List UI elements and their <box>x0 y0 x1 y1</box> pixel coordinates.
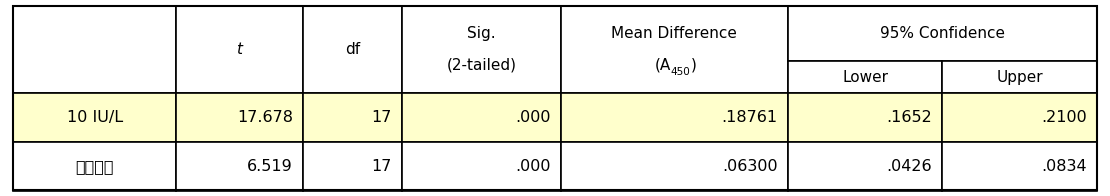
Text: .2100: .2100 <box>1041 110 1087 125</box>
Bar <box>13 6 176 93</box>
Bar <box>303 6 402 93</box>
Text: ): ) <box>692 58 697 73</box>
Bar <box>942 142 1097 191</box>
Bar <box>176 142 303 191</box>
Bar <box>176 6 303 93</box>
Bar <box>303 93 402 142</box>
Text: 17.678: 17.678 <box>236 110 293 125</box>
Text: Lower: Lower <box>842 70 888 85</box>
Text: Mean Difference: Mean Difference <box>612 26 737 41</box>
Text: .06300: .06300 <box>723 159 778 174</box>
Bar <box>942 61 1097 93</box>
Bar <box>788 61 942 93</box>
Text: t: t <box>236 42 242 57</box>
Text: .0426: .0426 <box>887 159 932 174</box>
Bar <box>561 6 788 93</box>
Bar <box>402 6 561 93</box>
Text: 6.519: 6.519 <box>248 159 293 174</box>
Text: 17: 17 <box>372 110 392 125</box>
Bar <box>303 142 402 191</box>
Text: .000: .000 <box>515 110 551 125</box>
Bar <box>788 6 1097 61</box>
Bar <box>13 93 176 142</box>
Bar <box>561 93 788 142</box>
Bar <box>788 142 942 191</box>
Bar <box>13 142 176 191</box>
Bar <box>788 93 942 142</box>
Text: .18761: .18761 <box>722 110 778 125</box>
Bar <box>402 142 561 191</box>
Text: 17: 17 <box>372 159 392 174</box>
Text: Upper: Upper <box>996 70 1042 85</box>
Text: 10 IU/L: 10 IU/L <box>67 110 123 125</box>
Text: 450: 450 <box>670 67 689 77</box>
Text: (2-tailed): (2-tailed) <box>446 58 516 73</box>
Text: 95% Confidence: 95% Confidence <box>880 26 1005 41</box>
Bar <box>942 93 1097 142</box>
Text: .1652: .1652 <box>887 110 932 125</box>
Bar <box>176 93 303 142</box>
Text: (A: (A <box>655 58 670 73</box>
Bar <box>561 142 788 191</box>
Text: .0834: .0834 <box>1041 159 1087 174</box>
Bar <box>402 93 561 142</box>
Text: Sig.: Sig. <box>467 26 496 41</box>
Text: .000: .000 <box>515 159 551 174</box>
Text: 음성혁장: 음성혁장 <box>75 159 114 174</box>
Text: df: df <box>345 42 360 57</box>
